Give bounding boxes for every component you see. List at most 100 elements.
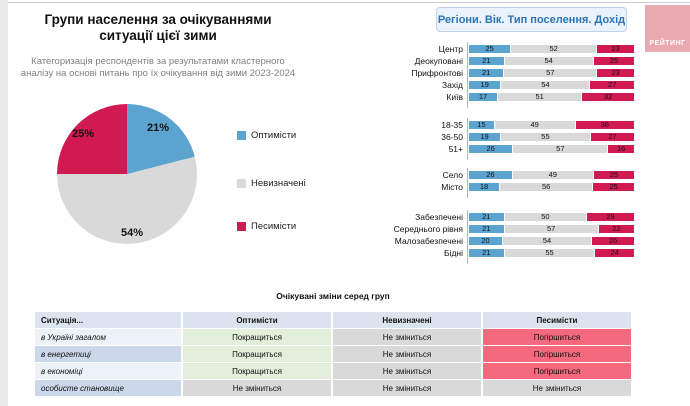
table-cell-worsen: Погіршиться <box>483 329 631 345</box>
table-title: Очікувані зміни серед груп <box>276 291 390 301</box>
bar-segment: 26 <box>469 171 512 179</box>
bar-row-label: 36-50 <box>441 132 463 142</box>
bar-row-label: Деокуповані <box>414 56 463 66</box>
page-title: Групи населення за очікуваннями ситуації… <box>8 12 308 44</box>
legend-label: Невизначені <box>251 177 306 189</box>
bar-track: 21 55 24 <box>469 249 634 257</box>
table-cell-improve: Покращиться <box>183 346 331 362</box>
bar-segment: 36 <box>574 121 634 129</box>
bar-track: 26 57 16 <box>469 145 634 153</box>
rating-logo: РЕЙТИНГ <box>645 5 690 52</box>
bar-row-label: Бідні <box>443 248 463 258</box>
legend-item: Песимісти <box>237 219 296 233</box>
page-subtitle-line2: аналізу на основі питань про їх очікуван… <box>20 68 296 79</box>
bar-segment: 15 <box>469 121 494 129</box>
legend-swatch-icon <box>237 178 246 188</box>
bar-segment: 19 <box>469 133 501 141</box>
bar-track: 17 51 32 <box>469 93 634 101</box>
table-cell-worsen: Погіршиться <box>483 363 631 379</box>
bar-segment: 49 <box>493 121 575 129</box>
bar-row: Середнього рівня 21 57 22 <box>380 225 634 233</box>
table-header-cell: Невизначені <box>333 312 481 328</box>
table-cell-same: Не зміниться <box>183 380 331 396</box>
bar-segment: 29 <box>586 213 634 221</box>
bar-group: Забезпечені 21 50 29 Середнього рівня 21 57 22 М… <box>380 210 634 264</box>
bar-track: 20 54 26 <box>469 237 634 245</box>
bar-track: 21 50 29 <box>469 213 634 221</box>
bar-track: 15 49 36 <box>469 121 634 129</box>
table-row-label: в енергетиці <box>35 346 181 362</box>
table-cell-same: Не зміниться <box>483 380 631 396</box>
bar-segment: 22 <box>597 225 634 233</box>
bar-segment: 27 <box>589 81 634 89</box>
table-row-label: в економіці <box>35 363 181 379</box>
bar-segment: 23 <box>596 69 634 77</box>
bar-group: Центр 25 52 23 Деокуповані 21 54 25 Прифронтові 2… <box>380 42 634 108</box>
pie-label-optimists: 21% <box>147 122 170 134</box>
bar-segment: 51 <box>497 93 582 101</box>
bar-row: 51+ 26 57 16 <box>380 144 634 154</box>
page-subtitle-line1: Категоризація респондентів за результата… <box>31 56 285 67</box>
bar-row: Прифронтові 21 57 23 <box>380 69 634 77</box>
legend-swatch-icon <box>237 221 246 231</box>
bar-segment: 26 <box>591 237 634 245</box>
section-header-regions: Регіони. Вік. Тип поселення. Дохід <box>436 7 627 32</box>
bar-segment: 32 <box>581 93 634 101</box>
table-row-label: в Україні загалом <box>35 329 181 345</box>
bar-group-axis <box>467 42 468 108</box>
table-cell-same: Не зміниться <box>333 380 481 396</box>
legend-item: Невизначені <box>237 176 306 190</box>
bar-row-label: Село <box>442 170 463 180</box>
bar-segment: 54 <box>502 237 592 245</box>
bar-row: Місто 18 56 25 <box>380 182 634 192</box>
bar-segment: 57 <box>503 69 597 77</box>
table-row-label: особисте становище <box>35 380 181 396</box>
bar-track: 26 49 25 <box>469 171 634 179</box>
bar-segment: 21 <box>469 213 504 221</box>
bar-segment: 24 <box>594 249 634 257</box>
bar-row: Деокуповані 21 54 25 <box>380 56 634 66</box>
bar-segment: 26 <box>469 145 513 153</box>
page-title-line2: ситуації цієї зими <box>99 28 217 43</box>
table-cell-same: Не зміниться <box>333 346 481 362</box>
bar-row-label: Київ <box>446 92 463 102</box>
bar-segment: 52 <box>510 45 597 53</box>
bar-group-axis <box>467 168 468 198</box>
bar-segment: 18 <box>469 183 499 191</box>
expectations-table: Ситуація... Оптимісти Невизначені Песимісти… <box>35 312 631 396</box>
bar-track: 21 57 23 <box>469 69 634 77</box>
pie-label-pessimists: 25% <box>72 128 95 140</box>
bar-segment: 21 <box>469 225 504 233</box>
bar-row: 18-35 15 49 36 <box>380 120 634 130</box>
page-top-border <box>8 2 690 3</box>
bar-row: Село 26 49 25 <box>380 170 634 180</box>
bar-row: Бідні 21 55 24 <box>380 248 634 258</box>
bar-track: 19 54 27 <box>469 81 634 89</box>
bar-row-label: 51+ <box>448 144 463 154</box>
bar-row-label: Місто <box>441 182 463 192</box>
bar-segment: 25 <box>592 171 634 179</box>
bar-segment: 25 <box>592 57 634 65</box>
table-cell-improve: Покращиться <box>183 363 331 379</box>
pie-chart <box>57 104 197 244</box>
bar-row-label: 18-35 <box>441 120 463 130</box>
bar-track: 18 56 25 <box>469 183 634 191</box>
bar-segment: 54 <box>500 81 590 89</box>
bar-segment: 55 <box>503 249 595 257</box>
bar-row: Київ 17 51 32 <box>380 92 634 102</box>
legend-item: Оптимісти <box>237 128 296 142</box>
bar-group-axis <box>467 118 468 160</box>
bar-segment: 25 <box>469 45 511 53</box>
bar-segment: 19 <box>469 81 501 89</box>
bar-group: Село 26 49 25 Місто 18 56 25 <box>380 168 634 198</box>
bar-segment: 23 <box>596 45 634 53</box>
bar-segment: 50 <box>503 213 587 221</box>
page-left-edge <box>0 0 8 406</box>
rating-logo-text: РЕЙТИНГ <box>649 40 686 47</box>
table-header-cell: Оптимісти <box>183 312 331 328</box>
table-header-cell: Песимісти <box>483 312 631 328</box>
legend-label: Оптимісти <box>251 129 297 141</box>
bar-row-label: Малозабезпечені <box>394 236 463 246</box>
bar-row: Малозабезпечені 20 54 26 <box>380 236 634 246</box>
